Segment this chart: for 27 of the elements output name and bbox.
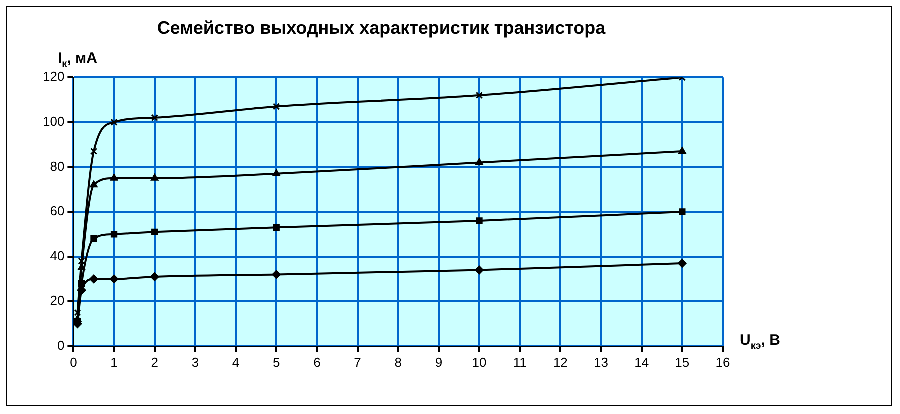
y-tick-label: 80 (50, 158, 65, 174)
y-tick-label: 100 (42, 114, 65, 129)
x-tick-label: 7 (354, 354, 362, 370)
y-tick-label: 120 (42, 69, 65, 84)
x-tick-label: 3 (192, 354, 200, 370)
x-tick-label: 15 (675, 354, 690, 370)
x-tick-label: 2 (151, 354, 158, 370)
x-tick-label: 13 (594, 354, 608, 370)
x-tick-label: 11 (513, 354, 527, 370)
x-tick-label: 14 (634, 354, 650, 370)
x-tick-label: 0 (70, 354, 78, 370)
x-tick-label: 5 (272, 354, 280, 370)
x-tick-label: 4 (232, 354, 240, 370)
x-tick-label: 10 (472, 354, 487, 370)
y-tick-label: 40 (50, 248, 65, 264)
x-tick-label: 16 (716, 354, 730, 370)
x-tick-label: 8 (394, 354, 402, 370)
y-tick-label: 60 (50, 204, 65, 219)
y-axis-title: I$_{к}$, мА (58, 50, 98, 70)
x-tick-label: 12 (553, 354, 568, 370)
x-tick-label: 9 (435, 354, 443, 370)
x-tick-label: 1 (110, 354, 118, 370)
y-tick-label: 0 (57, 338, 65, 353)
chart-title: Семейство выходных характеристик транзистора (157, 18, 607, 38)
x-tick-label: 6 (314, 354, 321, 370)
x-axis-title: U$_{кэ}$, В (740, 332, 780, 352)
y-tick-label: 20 (50, 293, 65, 308)
